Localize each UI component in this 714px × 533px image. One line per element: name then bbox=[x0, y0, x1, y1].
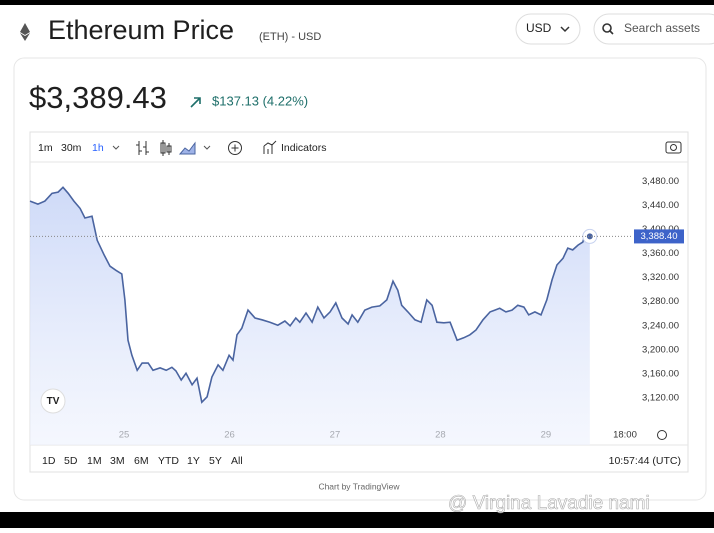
search-box[interactable] bbox=[593, 13, 714, 45]
page-subtitle: (ETH) - USD bbox=[259, 31, 321, 43]
credit: Chart by TradingView bbox=[318, 481, 400, 491]
compare-icon[interactable] bbox=[228, 141, 242, 155]
bottom-bar bbox=[0, 512, 714, 528]
range-button[interactable]: 6M bbox=[134, 455, 149, 467]
interval-button[interactable]: 1h bbox=[92, 142, 104, 154]
search-icon bbox=[602, 23, 612, 33]
indicators-icon bbox=[263, 140, 277, 154]
last-price-tag bbox=[634, 229, 684, 244]
area-fill bbox=[30, 187, 590, 446]
interval-button[interactable]: 30m bbox=[61, 142, 82, 154]
up-arrow bbox=[190, 97, 201, 108]
top-bar bbox=[0, 0, 714, 5]
chevron bbox=[203, 145, 211, 150]
search-icon-handle bbox=[609, 30, 614, 35]
candles-icon[interactable] bbox=[160, 140, 172, 156]
range-button[interactable]: 1D bbox=[42, 455, 56, 467]
chevron bbox=[112, 145, 120, 150]
range-button[interactable]: YTD bbox=[158, 455, 179, 467]
y-tick-label: 3,120.00 bbox=[642, 393, 679, 404]
plot: 3,120.00 3,160.00 3,200.00 3,240.00 3,280.00… bbox=[29, 176, 684, 446]
currency-label: USD bbox=[526, 21, 552, 35]
range-bar: 1D 5D 1M 3M 6M YTD 1Y 5Y All bbox=[42, 455, 243, 467]
area-icon[interactable] bbox=[178, 141, 196, 155]
y-tick-label: 3,360.00 bbox=[642, 248, 679, 259]
range-button[interactable]: 5D bbox=[64, 455, 78, 467]
plus bbox=[231, 144, 239, 152]
current-price: $3,389.43 bbox=[29, 80, 167, 115]
watermark: @ Virgina Lavadie nami bbox=[448, 493, 650, 514]
price-line bbox=[29, 186, 591, 404]
tv-logo bbox=[40, 388, 66, 414]
y-tick-label: 3,280.00 bbox=[642, 296, 679, 307]
range-button[interactable]: 1M bbox=[87, 455, 102, 467]
y-tick-label: 3,240.00 bbox=[642, 320, 679, 331]
currency-select[interactable] bbox=[515, 13, 581, 45]
range-button[interactable]: 1Y bbox=[187, 455, 200, 467]
chevron bbox=[560, 26, 570, 33]
range-button[interactable]: All bbox=[231, 455, 243, 467]
eth-icon bbox=[20, 23, 30, 41]
clock: 10:57:44 (UTC) bbox=[609, 455, 681, 467]
last-price-label: 3,388.40 bbox=[641, 231, 678, 242]
bars-icon[interactable] bbox=[136, 141, 149, 155]
x-tick-label: 18:00 bbox=[613, 430, 637, 441]
y-tick-label: 3,160.00 bbox=[642, 368, 679, 379]
y-tick-label: 3,440.00 bbox=[642, 200, 679, 211]
camera-lens bbox=[670, 144, 677, 151]
range-button[interactable]: 3M bbox=[110, 455, 125, 467]
tv-logo-text: TV bbox=[47, 396, 60, 407]
y-tick-label: 3,200.00 bbox=[642, 344, 679, 355]
search-placeholder: Search assets bbox=[624, 21, 700, 35]
indicators-button[interactable]: Indicators bbox=[281, 142, 327, 154]
y-tick-label: 3,480.00 bbox=[642, 176, 679, 187]
range-button[interactable]: 5Y bbox=[209, 455, 222, 467]
camera-icon[interactable] bbox=[665, 141, 682, 154]
price-change: $137.13 (4.22%) bbox=[212, 93, 308, 108]
settings-icon[interactable] bbox=[657, 430, 667, 440]
last-point bbox=[586, 233, 593, 240]
interval-button[interactable]: 1m bbox=[38, 142, 53, 154]
page-title: Ethereum Price bbox=[48, 15, 234, 45]
y-tick-label: 3,320.00 bbox=[642, 272, 679, 283]
